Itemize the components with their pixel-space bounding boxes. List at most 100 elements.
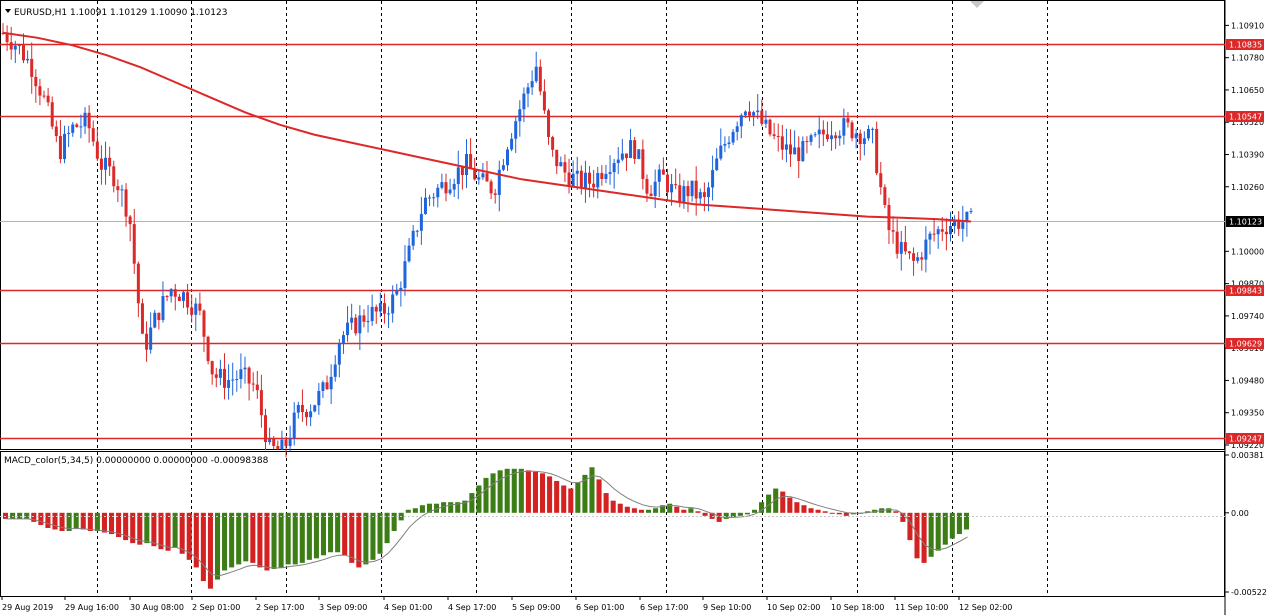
candle-body xyxy=(883,187,887,205)
macd-bar xyxy=(631,508,637,513)
candle-body xyxy=(305,412,309,418)
macd-bar xyxy=(511,468,517,513)
candle-body xyxy=(210,361,214,375)
candle-body xyxy=(124,189,128,217)
time-tick-label: 12 Sep 02:00 xyxy=(959,603,1012,612)
candle-body xyxy=(104,157,108,170)
macd-bar xyxy=(907,512,913,541)
macd-bar xyxy=(469,493,475,513)
scroll-shift-icon[interactable] xyxy=(970,1,984,8)
time-tick-label: 29 Aug 2019 xyxy=(2,603,53,612)
candle-body xyxy=(161,296,165,321)
time-tick-label: 5 Sep 09:00 xyxy=(512,603,560,612)
macd-bar xyxy=(645,509,652,513)
candle-body xyxy=(575,170,579,174)
candle-body xyxy=(809,135,813,142)
candle-body xyxy=(354,317,358,334)
macd-bar xyxy=(45,512,51,528)
candle-body xyxy=(928,233,932,240)
candle-body xyxy=(752,112,756,116)
candle-body xyxy=(477,177,481,180)
candle-body xyxy=(71,124,75,133)
macd-bar xyxy=(865,511,871,513)
candle-body xyxy=(452,184,456,190)
candle-body xyxy=(38,86,42,96)
macd-bar xyxy=(568,488,574,513)
current-price-label: 1.10123 xyxy=(1229,218,1262,227)
macd-bar xyxy=(24,512,30,519)
macd-bar xyxy=(674,506,680,513)
candle-body xyxy=(75,124,79,127)
candle-body xyxy=(325,382,329,390)
macd-bar xyxy=(956,512,962,535)
candle-body xyxy=(961,222,965,229)
macd-bar xyxy=(596,479,602,513)
horizontal-levels[interactable] xyxy=(0,43,1225,440)
candle-body xyxy=(222,368,226,388)
macd-bar xyxy=(554,480,560,513)
candle-body xyxy=(153,312,157,328)
level-tag-label: 1.09247 xyxy=(1229,435,1262,444)
price-tick-label: 1.09220 xyxy=(1231,441,1264,450)
candle-body xyxy=(399,287,403,291)
price-tick-label: 1.09350 xyxy=(1231,409,1264,418)
macd-bar xyxy=(342,512,348,556)
macd-bar xyxy=(787,497,793,513)
macd-bar xyxy=(582,474,588,513)
candle-body xyxy=(317,390,321,406)
candle-body xyxy=(157,312,161,321)
time-tick-label: 29 Aug 16:00 xyxy=(65,603,119,612)
macd-bar xyxy=(780,491,786,513)
time-tick-label: 6 Sep 01:00 xyxy=(576,603,624,612)
macd-bar xyxy=(532,471,538,513)
time-axis-ticks: 29 Aug 2019 29 Aug 16:00 30 Aug 08:00 2 Sep… xyxy=(1,596,1012,612)
candle-body xyxy=(817,129,821,135)
macd-bar xyxy=(306,512,312,560)
time-tick-label: 3 Sep 09:00 xyxy=(319,603,367,612)
candle-body xyxy=(797,147,801,162)
time-tick-label: 4 Sep 17:00 xyxy=(448,603,496,612)
dropdown-triangle-icon[interactable] xyxy=(5,9,11,13)
candle-body xyxy=(366,321,370,323)
candle-body xyxy=(333,364,337,377)
macd-bar xyxy=(123,512,129,541)
candle-body xyxy=(173,289,177,297)
candle-body xyxy=(551,136,555,150)
time-tick-label: 2 Sep 01:00 xyxy=(192,603,240,612)
price-tick-label: 1.10000 xyxy=(1231,247,1264,256)
macd-bar xyxy=(38,512,44,525)
price-tick-label: 1.09740 xyxy=(1231,312,1264,321)
grid-lines xyxy=(97,1,1048,596)
candle-body xyxy=(108,157,112,167)
macd-bar xyxy=(518,468,524,513)
macd-bar xyxy=(144,512,150,544)
macd-tick-label: -0.00522 xyxy=(1231,588,1266,597)
macd-bar xyxy=(737,512,743,516)
candle-body xyxy=(825,134,829,140)
candle-body xyxy=(374,306,378,312)
macd-bar xyxy=(921,512,927,563)
macd-bar xyxy=(384,512,390,544)
candle-body xyxy=(415,230,419,232)
candle-body xyxy=(481,173,485,178)
macd-bar xyxy=(426,503,433,513)
macd-bar xyxy=(66,512,72,532)
candle-body xyxy=(67,132,71,134)
candle-body xyxy=(563,162,567,173)
candle-body xyxy=(132,224,136,264)
macd-bar xyxy=(73,512,79,528)
macd-bar xyxy=(412,508,418,513)
candle-body xyxy=(743,111,747,116)
macd-bar xyxy=(751,509,758,513)
candle-body xyxy=(510,138,514,150)
time-tick-label: 9 Sep 10:00 xyxy=(703,603,751,612)
candle-body xyxy=(698,192,702,199)
candle-body xyxy=(83,112,87,127)
candle-body xyxy=(916,257,920,261)
macd-bar xyxy=(186,512,192,560)
candle-body xyxy=(842,118,846,136)
macd-bar xyxy=(165,512,171,551)
macd-bar xyxy=(843,512,849,516)
macd-bar xyxy=(349,512,355,563)
